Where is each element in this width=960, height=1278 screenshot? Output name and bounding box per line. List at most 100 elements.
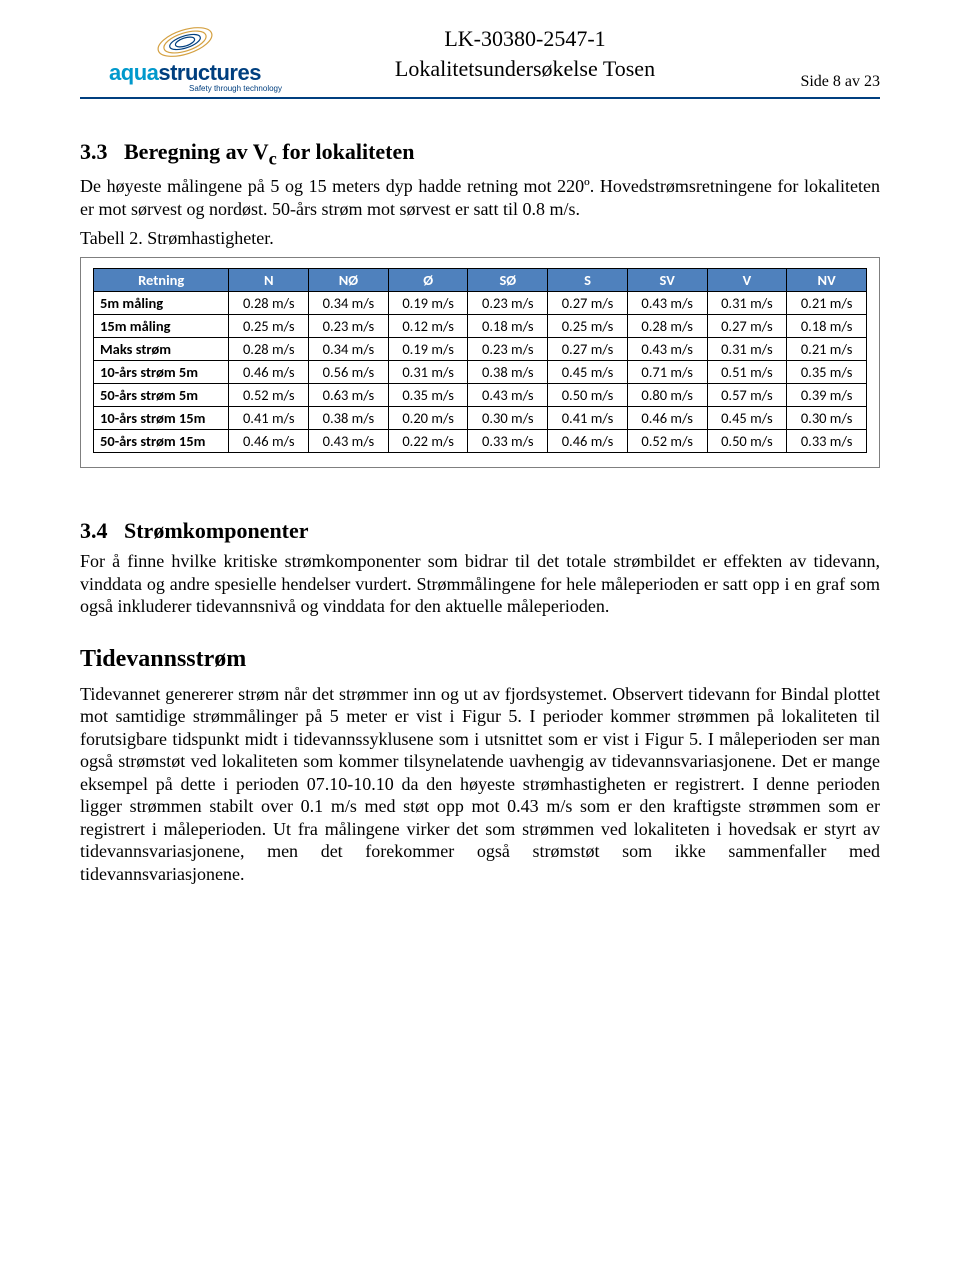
row-label: 50-års strøm 5m xyxy=(94,384,229,407)
table-cell: 0.39 m/s xyxy=(787,384,867,407)
logo-tagline: Safety through technology xyxy=(189,84,290,93)
table-2-frame: Retning N NØ Ø SØ S SV V NV 5m måling0.2… xyxy=(80,257,880,468)
table-cell: 0.34 m/s xyxy=(309,338,389,361)
section-3-3-para: De høyeste målingene på 5 og 15 meters d… xyxy=(80,175,880,220)
doc-id: LK-30380-2547-1 xyxy=(290,24,760,54)
logo: aquastructures Safety through technology xyxy=(80,20,290,93)
table-cell: 0.38 m/s xyxy=(468,361,548,384)
table-cell: 0.31 m/s xyxy=(707,292,787,315)
col-retning: Retning xyxy=(94,269,229,292)
table-cell: 0.71 m/s xyxy=(627,361,707,384)
table-cell: 0.31 m/s xyxy=(707,338,787,361)
logo-word-structures: structures xyxy=(158,60,261,85)
table-cell: 0.23 m/s xyxy=(468,292,548,315)
table-cell: 0.23 m/s xyxy=(309,315,389,338)
row-label: 10-års strøm 15m xyxy=(94,407,229,430)
table-cell: 0.18 m/s xyxy=(468,315,548,338)
table-2-caption: Tabell 2. Strømhastigheter. xyxy=(80,228,880,249)
table-cell: 0.33 m/s xyxy=(468,430,548,453)
col-no: NØ xyxy=(309,269,389,292)
tidevann-heading: Tidevannsstrøm xyxy=(80,646,880,673)
table-cell: 0.50 m/s xyxy=(707,430,787,453)
table-cell: 0.28 m/s xyxy=(229,338,309,361)
table-cell: 0.27 m/s xyxy=(548,292,628,315)
table-cell: 0.80 m/s xyxy=(627,384,707,407)
table-cell: 0.56 m/s xyxy=(309,361,389,384)
section-3-3-heading: 3.3Beregning av Vc for lokaliteten xyxy=(80,139,880,169)
table-cell: 0.46 m/s xyxy=(627,407,707,430)
table-row: 5m måling0.28 m/s0.34 m/s0.19 m/s0.23 m/… xyxy=(94,292,867,315)
table-cell: 0.30 m/s xyxy=(468,407,548,430)
table-cell: 0.19 m/s xyxy=(388,338,468,361)
section-3-3-title-suffix: for lokaliteten xyxy=(277,139,415,164)
col-nv: NV xyxy=(787,269,867,292)
table-cell: 0.25 m/s xyxy=(229,315,309,338)
table-row: 10-års strøm 5m0.46 m/s0.56 m/s0.31 m/s0… xyxy=(94,361,867,384)
table-cell: 0.25 m/s xyxy=(548,315,628,338)
section-3-4-title: Strømkomponenter xyxy=(124,518,309,543)
logo-word-aqua: aqua xyxy=(109,60,158,85)
table-cell: 0.46 m/s xyxy=(229,361,309,384)
table-body: 5m måling0.28 m/s0.34 m/s0.19 m/s0.23 m/… xyxy=(94,292,867,453)
table-cell: 0.38 m/s xyxy=(309,407,389,430)
table-cell: 0.63 m/s xyxy=(309,384,389,407)
section-3-4-heading: 3.4Strømkomponenter xyxy=(80,518,880,544)
table-cell: 0.41 m/s xyxy=(229,407,309,430)
row-label: Maks strøm xyxy=(94,338,229,361)
table-row: 50-års strøm 5m0.52 m/s0.63 m/s0.35 m/s0… xyxy=(94,384,867,407)
row-label: 50-års strøm 15m xyxy=(94,430,229,453)
table-cell: 0.45 m/s xyxy=(548,361,628,384)
col-so: SØ xyxy=(468,269,548,292)
table-cell: 0.12 m/s xyxy=(388,315,468,338)
table-cell: 0.46 m/s xyxy=(229,430,309,453)
table-cell: 0.30 m/s xyxy=(787,407,867,430)
section-3-3-num: 3.3 xyxy=(80,139,124,165)
table-cell: 0.22 m/s xyxy=(388,430,468,453)
table-cell: 0.43 m/s xyxy=(309,430,389,453)
table-cell: 0.28 m/s xyxy=(627,315,707,338)
table-cell: 0.35 m/s xyxy=(787,361,867,384)
table-cell: 0.21 m/s xyxy=(787,338,867,361)
table-row: Maks strøm0.28 m/s0.34 m/s0.19 m/s0.23 m… xyxy=(94,338,867,361)
table-cell: 0.23 m/s xyxy=(468,338,548,361)
table-cell: 0.19 m/s xyxy=(388,292,468,315)
header-title-block: LK-30380-2547-1 Lokalitetsundersøkelse T… xyxy=(290,20,760,83)
col-n: N xyxy=(229,269,309,292)
page-header: aquastructures Safety through technology… xyxy=(80,20,880,99)
section-3-3-title-prefix: Beregning av V xyxy=(124,139,269,164)
table-cell: 0.27 m/s xyxy=(548,338,628,361)
page-number: Side 8 av 23 xyxy=(760,73,880,93)
section-3-3-title-sub: c xyxy=(269,148,277,168)
col-v: V xyxy=(707,269,787,292)
logo-text: aquastructures xyxy=(109,60,261,86)
col-o: Ø xyxy=(388,269,468,292)
table-row: 50-års strøm 15m0.46 m/s0.43 m/s0.22 m/s… xyxy=(94,430,867,453)
section-3-4-num: 3.4 xyxy=(80,518,124,544)
doc-title: Lokalitetsundersøkelse Tosen xyxy=(290,54,760,84)
table-row: 10-års strøm 15m0.41 m/s0.38 m/s0.20 m/s… xyxy=(94,407,867,430)
table-cell: 0.43 m/s xyxy=(627,338,707,361)
table-cell: 0.33 m/s xyxy=(787,430,867,453)
table-cell: 0.57 m/s xyxy=(707,384,787,407)
table-cell: 0.43 m/s xyxy=(468,384,548,407)
table-cell: 0.34 m/s xyxy=(309,292,389,315)
table-cell: 0.31 m/s xyxy=(388,361,468,384)
table-cell: 0.46 m/s xyxy=(548,430,628,453)
table-cell: 0.45 m/s xyxy=(707,407,787,430)
table-cell: 0.50 m/s xyxy=(548,384,628,407)
table-cell: 0.18 m/s xyxy=(787,315,867,338)
table-row: 15m måling0.25 m/s0.23 m/s0.12 m/s0.18 m… xyxy=(94,315,867,338)
table-cell: 0.41 m/s xyxy=(548,407,628,430)
col-sv: SV xyxy=(627,269,707,292)
table-cell: 0.27 m/s xyxy=(707,315,787,338)
tidevann-para: Tidevannet genererer strøm når det strøm… xyxy=(80,683,880,886)
table-cell: 0.52 m/s xyxy=(627,430,707,453)
table-head: Retning N NØ Ø SØ S SV V NV xyxy=(94,269,867,292)
table-cell: 0.43 m/s xyxy=(627,292,707,315)
table-cell: 0.35 m/s xyxy=(388,384,468,407)
section-3-4-para: For å finne hvilke kritiske strømkompone… xyxy=(80,550,880,618)
row-label: 15m måling xyxy=(94,315,229,338)
row-label: 10-års strøm 5m xyxy=(94,361,229,384)
col-s: S xyxy=(548,269,628,292)
table-header-row: Retning N NØ Ø SØ S SV V NV xyxy=(94,269,867,292)
